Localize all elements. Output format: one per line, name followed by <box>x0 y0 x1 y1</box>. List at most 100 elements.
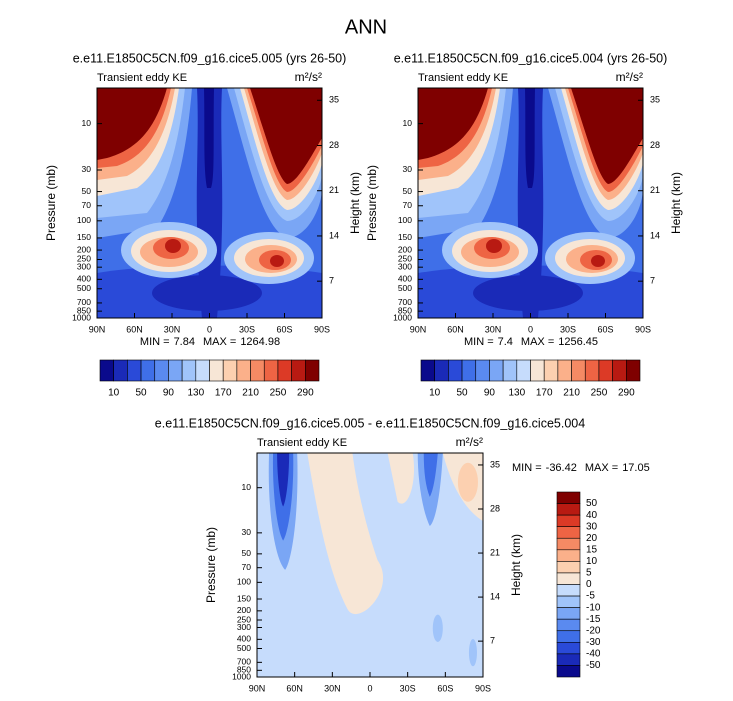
colorbar-label: 250 <box>270 388 287 399</box>
colorbar-box <box>516 359 531 382</box>
colorbar-box <box>556 503 581 516</box>
y-tick-label: 150 <box>77 232 91 242</box>
y-tick-label: 150 <box>398 232 412 242</box>
y-tick-label: 700 <box>237 657 251 667</box>
colorbar-box <box>154 359 169 382</box>
y-tick-label: 50 <box>403 186 413 196</box>
min-max-min: -36.42 <box>546 462 577 474</box>
y2-tick-label: 7 <box>650 276 655 286</box>
y-tick-label: 200 <box>398 244 412 254</box>
colorbar-label: 170 <box>536 388 553 399</box>
y2-tick-label: 28 <box>329 140 339 150</box>
colorbar-box <box>181 359 197 382</box>
colorbar-box <box>291 359 306 382</box>
colorbar-label: -5 <box>586 591 595 602</box>
x-tick-label: 60S <box>437 683 453 693</box>
y-tick-label: 1000 <box>232 671 251 681</box>
colorbar-box <box>420 359 435 382</box>
colorbar-box <box>556 607 581 620</box>
colorbar-label: 90 <box>484 388 496 399</box>
y-tick-label: 850 <box>77 305 91 315</box>
x-tick-label: 90S <box>475 683 491 693</box>
colorbar-box <box>113 359 128 382</box>
y-tick-label: 50 <box>82 186 92 196</box>
y-axis-label: Pressure (mb) <box>44 165 58 241</box>
x-tick-label: 60N <box>447 324 464 334</box>
y2-tick-label: 14 <box>490 591 500 601</box>
y-tick-label: 500 <box>398 283 412 293</box>
colorbar-box <box>530 359 545 382</box>
colorbar-box <box>502 359 518 382</box>
y-tick-label: 850 <box>237 665 251 675</box>
colorbar-label: 10 <box>586 556 598 567</box>
y2-tick-label: 35 <box>329 95 339 105</box>
y-tick-label: 700 <box>398 297 412 307</box>
colorbar-box <box>434 359 449 382</box>
min-max-max: 1264.98 <box>240 336 280 348</box>
y2-tick-label: 21 <box>650 185 660 195</box>
y-tick-label: 100 <box>398 215 412 225</box>
colorbar-box <box>461 359 477 382</box>
y-tick-label: 70 <box>242 562 252 572</box>
panel-subtitle: Transient eddy KE <box>257 437 347 449</box>
y-tick-label: 200 <box>77 244 91 254</box>
min-max-min-label: MIN = <box>512 462 542 474</box>
colorbar-box <box>571 359 586 382</box>
y-tick-label: 100 <box>237 577 251 587</box>
colorbar-label: 0 <box>586 579 592 590</box>
x-tick-label: 30N <box>324 683 341 693</box>
x-tick-label: 30S <box>400 683 416 693</box>
y-tick-label: 150 <box>237 593 251 603</box>
colorbar-label: 5 <box>586 568 592 579</box>
colorbar-box <box>556 653 581 666</box>
y-tick-label: 300 <box>237 622 251 632</box>
y2-tick-label: 28 <box>490 503 500 513</box>
min-max-min: 7.84 <box>174 336 195 348</box>
x-tick-label: 60S <box>597 324 613 334</box>
colorbar-box <box>140 359 156 382</box>
y2-tick-label: 7 <box>490 636 495 646</box>
y-tick-label: 250 <box>77 254 91 264</box>
y2-tick-label: 21 <box>490 547 500 557</box>
y-tick-label: 70 <box>82 200 92 210</box>
colorbar-box <box>626 359 641 382</box>
colorbar-box <box>250 359 265 382</box>
colorbar-box <box>263 359 279 382</box>
y-axis-label: Pressure (mb) <box>365 165 379 241</box>
panel-title: e.e11.E1850C5CN.f09_g16.cice5.005 (yrs 2… <box>73 51 347 65</box>
y-tick-label: 400 <box>398 274 412 284</box>
y-tick-label: 300 <box>77 261 91 271</box>
y2-tick-label: 14 <box>329 230 339 240</box>
colorbar-label: -50 <box>586 660 601 671</box>
y2-tick-label: 28 <box>650 140 660 150</box>
x-tick-label: 90N <box>410 324 427 334</box>
y-tick-label: 70 <box>403 200 413 210</box>
panel-units: m²/s² <box>295 70 322 84</box>
y-tick-label: 400 <box>77 274 91 284</box>
min-max-max-label: MAX = <box>521 336 554 348</box>
colorbar-box <box>209 359 224 382</box>
y-tick-label: 400 <box>237 634 251 644</box>
y-tick-label: 100 <box>77 215 91 225</box>
colorbar-label: 20 <box>586 533 598 544</box>
colorbar-box <box>556 526 581 539</box>
colorbar-label: 130 <box>187 388 204 399</box>
x-tick-label: 30S <box>560 324 576 334</box>
colorbar-label: 130 <box>508 388 525 399</box>
colorbar-label: 15 <box>586 544 598 555</box>
colorbar-label: 170 <box>215 388 232 399</box>
colorbar-label: 50 <box>457 388 469 399</box>
panel-units: m²/s² <box>616 70 643 84</box>
colorbar-box <box>556 514 581 527</box>
colorbar-box <box>612 359 627 382</box>
x-tick-label: 90N <box>89 324 106 334</box>
min-max-max-label: MAX = <box>585 462 618 474</box>
colorbar-box <box>127 359 142 382</box>
colorbar-box <box>556 561 581 574</box>
y2-tick-label: 35 <box>650 95 660 105</box>
y-tick-label: 1000 <box>393 312 412 322</box>
y-tick-label: 250 <box>237 614 251 624</box>
colorbar-label: 50 <box>586 498 598 509</box>
colorbar-box <box>99 359 114 382</box>
min-max-min-label: MIN = <box>464 336 494 348</box>
